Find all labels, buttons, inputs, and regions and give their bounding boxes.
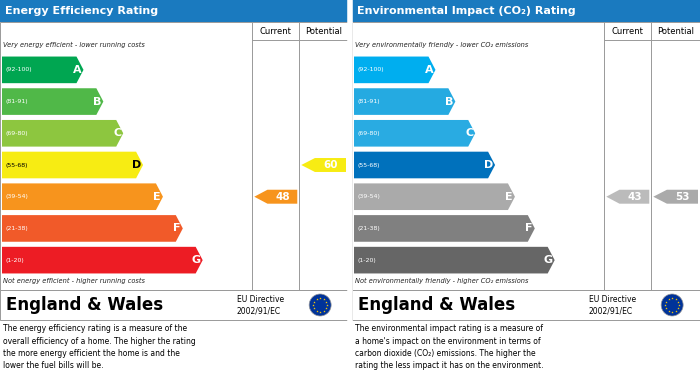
Bar [0, 0, 348, 22]
Text: (81-91): (81-91) [358, 99, 381, 104]
Text: England & Wales: England & Wales [6, 296, 163, 314]
Text: 60: 60 [323, 160, 337, 170]
Text: EU Directive
2002/91/EC: EU Directive 2002/91/EC [589, 294, 636, 316]
Text: (39-54): (39-54) [358, 194, 381, 199]
Text: (55-68): (55-68) [358, 163, 381, 167]
Polygon shape [2, 183, 163, 210]
Text: G: G [192, 255, 201, 265]
Text: (69-80): (69-80) [6, 131, 29, 136]
Text: Potential: Potential [657, 27, 694, 36]
Text: (21-38): (21-38) [6, 226, 29, 231]
Circle shape [309, 294, 331, 316]
Polygon shape [2, 120, 123, 147]
Text: E: E [153, 192, 161, 202]
Polygon shape [354, 152, 495, 178]
Bar [352, 0, 700, 22]
Text: (92-100): (92-100) [358, 67, 384, 72]
Polygon shape [2, 57, 83, 83]
Polygon shape [2, 88, 104, 115]
Polygon shape [301, 158, 346, 172]
Bar [0, 22, 348, 290]
Text: B: B [445, 97, 454, 107]
Text: (69-80): (69-80) [358, 131, 381, 136]
Text: England & Wales: England & Wales [358, 296, 515, 314]
Text: D: D [132, 160, 141, 170]
Text: G: G [543, 255, 553, 265]
Text: C: C [465, 128, 473, 138]
Text: Energy Efficiency Rating: Energy Efficiency Rating [5, 6, 158, 16]
Text: F: F [174, 223, 181, 233]
Text: (21-38): (21-38) [358, 226, 381, 231]
Text: Not energy efficient - higher running costs: Not energy efficient - higher running co… [3, 278, 145, 284]
Bar [352, 290, 700, 320]
Polygon shape [606, 190, 650, 204]
Text: 48: 48 [275, 192, 290, 202]
Polygon shape [2, 152, 143, 178]
Polygon shape [254, 190, 298, 204]
Text: Environmental Impact (CO₂) Rating: Environmental Impact (CO₂) Rating [357, 6, 575, 16]
Text: EU Directive
2002/91/EC: EU Directive 2002/91/EC [237, 294, 284, 316]
Text: A: A [425, 65, 433, 75]
Text: (1-20): (1-20) [358, 258, 377, 263]
Text: Very energy efficient - lower running costs: Very energy efficient - lower running co… [3, 42, 145, 48]
Text: D: D [484, 160, 493, 170]
Text: (1-20): (1-20) [6, 258, 25, 263]
Polygon shape [354, 120, 475, 147]
Text: F: F [525, 223, 533, 233]
Text: Very environmentally friendly - lower CO₂ emissions: Very environmentally friendly - lower CO… [355, 42, 528, 48]
Text: Current: Current [612, 27, 644, 36]
Text: 43: 43 [627, 192, 642, 202]
Text: E: E [505, 192, 513, 202]
Text: Not environmentally friendly - higher CO₂ emissions: Not environmentally friendly - higher CO… [355, 278, 528, 284]
Text: A: A [73, 65, 81, 75]
Polygon shape [354, 215, 535, 242]
Polygon shape [354, 88, 456, 115]
Polygon shape [653, 190, 698, 204]
Polygon shape [354, 247, 554, 273]
Text: The environmental impact rating is a measure of
a home's impact on the environme: The environmental impact rating is a mea… [355, 324, 543, 371]
Text: (81-91): (81-91) [6, 99, 29, 104]
Text: The energy efficiency rating is a measure of the
overall efficiency of a home. T: The energy efficiency rating is a measur… [3, 324, 196, 371]
Text: 53: 53 [676, 192, 690, 202]
Text: Current: Current [260, 27, 292, 36]
Polygon shape [2, 215, 183, 242]
Bar [0, 290, 348, 320]
Text: B: B [93, 97, 102, 107]
Text: Potential: Potential [305, 27, 342, 36]
Circle shape [662, 294, 683, 316]
Text: C: C [113, 128, 121, 138]
Polygon shape [354, 183, 515, 210]
Polygon shape [2, 247, 203, 273]
Text: (92-100): (92-100) [6, 67, 33, 72]
Bar [352, 22, 700, 290]
Polygon shape [354, 57, 435, 83]
Text: (55-68): (55-68) [6, 163, 29, 167]
Text: (39-54): (39-54) [6, 194, 29, 199]
